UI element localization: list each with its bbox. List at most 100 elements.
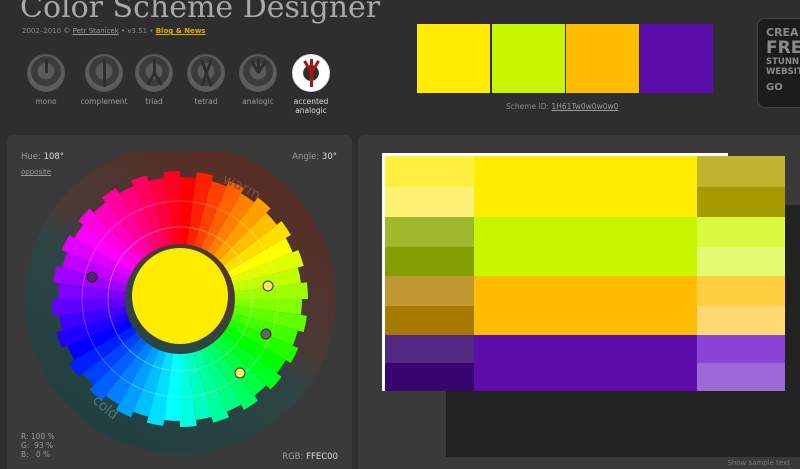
header: Color Scheme Designer 2002–2010 © Petr S… <box>0 0 800 130</box>
hue-segment[interactable] <box>119 186 159 252</box>
brightness-guide <box>81 200 279 398</box>
palette-shade[interactable] <box>697 335 785 363</box>
mode-accented-analogic[interactable]: accented analogic <box>281 54 341 115</box>
palette-shade[interactable] <box>385 246 474 276</box>
analog-marker-3[interactable] <box>234 367 246 379</box>
preview-swatch[interactable] <box>492 24 565 93</box>
palette-shade[interactable] <box>697 363 785 391</box>
palette-shade[interactable] <box>385 186 474 217</box>
palette-shade[interactable] <box>385 305 474 335</box>
hue-segment[interactable] <box>131 175 166 249</box>
palette-shade[interactable] <box>385 156 474 187</box>
hue-segment[interactable] <box>213 337 267 396</box>
complement-marker[interactable] <box>86 271 98 283</box>
hue-segment[interactable] <box>187 172 214 246</box>
sample-text-link[interactable]: Show sample text <box>727 459 790 467</box>
hue-segment[interactable] <box>61 235 133 278</box>
scheme-id-label: Scheme ID: <box>506 102 550 111</box>
color-wheel[interactable]: warm cold <box>22 151 337 461</box>
ad-line: FRE <box>766 38 800 58</box>
hue-segment[interactable] <box>89 337 147 401</box>
mode-analogic[interactable]: analogic <box>228 54 288 106</box>
hue-segment[interactable] <box>74 224 137 272</box>
preview-swatch[interactable] <box>417 24 490 93</box>
palette-shade[interactable] <box>697 246 785 276</box>
ad-banner[interactable]: CREA FRE STUNN WEBSIT GO <box>757 18 800 108</box>
mode-label: complement <box>80 97 128 106</box>
opposite-link[interactable]: opposite <box>21 168 52 176</box>
hue-segment[interactable] <box>234 282 308 299</box>
hue-segment[interactable] <box>180 177 196 245</box>
mode-label: triad <box>145 97 163 106</box>
hue-segment[interactable] <box>116 346 159 418</box>
hue-segment[interactable] <box>133 349 166 417</box>
hue-segment[interactable] <box>163 171 180 245</box>
palette-shade[interactable] <box>697 186 785 217</box>
mode-mono[interactable]: mono <box>16 54 76 106</box>
hue-ring[interactable] <box>52 171 308 427</box>
hue-segment[interactable] <box>207 342 258 410</box>
angle-readout: Angle: 30° <box>292 152 337 162</box>
hue-segment[interactable] <box>230 250 304 285</box>
hue-segment[interactable] <box>194 349 229 423</box>
hue-segment[interactable] <box>93 202 147 261</box>
hue-segment[interactable] <box>148 178 173 246</box>
hue-segment[interactable] <box>223 221 291 272</box>
hue-segment[interactable] <box>180 353 197 427</box>
hue-segment[interactable] <box>52 299 126 316</box>
hue-segment[interactable] <box>56 313 130 348</box>
hue-segment[interactable] <box>83 332 142 386</box>
scheme-id-link[interactable]: 1H61Tw0w0w0w0 <box>551 102 619 111</box>
preview-swatch[interactable] <box>566 24 639 93</box>
hue-segment[interactable] <box>59 306 127 331</box>
hue-segment[interactable] <box>69 326 137 377</box>
hue-segment[interactable] <box>218 332 282 390</box>
mode-label: analogic <box>242 97 274 106</box>
hue-segment[interactable] <box>233 306 307 333</box>
angle-label: Angle: <box>292 152 320 162</box>
hue-segment[interactable] <box>201 180 244 252</box>
hue-segment[interactable] <box>187 352 212 420</box>
hue-segment[interactable] <box>78 208 142 266</box>
color-palette <box>385 156 785 447</box>
accented-analogic-wheel-icon <box>292 54 330 92</box>
hue-segment[interactable] <box>105 342 153 405</box>
palette-shade[interactable] <box>697 276 785 306</box>
hue-segment[interactable] <box>201 346 241 412</box>
hue-segment[interactable] <box>227 320 299 363</box>
blog-news-link[interactable]: Blog & News <box>155 27 206 35</box>
hue-segment[interactable] <box>207 193 255 256</box>
hue-segment[interactable] <box>194 181 227 249</box>
hue-segment[interactable] <box>164 353 180 421</box>
palette-main-color[interactable] <box>474 335 697 391</box>
author-link[interactable]: Petr Stanicek <box>72 27 119 35</box>
hue-segment[interactable] <box>62 252 130 285</box>
hue-segment[interactable] <box>223 326 286 374</box>
palette-shade[interactable] <box>385 276 474 306</box>
palette-shade[interactable] <box>385 363 474 391</box>
palette-main-color[interactable] <box>474 156 697 217</box>
mode-complement[interactable]: complement <box>74 54 134 106</box>
hue-segment[interactable] <box>233 267 301 292</box>
preview-swatch[interactable] <box>640 24 713 93</box>
palette-shade[interactable] <box>697 305 785 335</box>
hue-segment[interactable] <box>218 212 277 266</box>
analog-marker-1[interactable] <box>262 280 274 292</box>
hue-segment[interactable] <box>102 188 153 256</box>
palette-main-color[interactable] <box>474 217 697 276</box>
hue-segment[interactable] <box>234 299 302 315</box>
palette-main-color[interactable] <box>474 276 697 335</box>
mode-tetrad[interactable]: tetrad <box>176 54 236 106</box>
hue-segment[interactable] <box>146 352 173 426</box>
hue-segment[interactable] <box>213 197 271 261</box>
palette-shade[interactable] <box>385 217 474 247</box>
triad-wheel-icon <box>135 54 173 92</box>
palette-shade[interactable] <box>697 156 785 187</box>
hue-segment[interactable] <box>227 238 293 278</box>
analog-marker-2[interactable] <box>260 328 272 340</box>
mode-triad[interactable]: triad <box>124 54 184 106</box>
hue-segment[interactable] <box>67 320 133 360</box>
hue-segment[interactable] <box>58 283 126 299</box>
palette-shade[interactable] <box>385 335 474 363</box>
palette-shade[interactable] <box>697 217 785 247</box>
